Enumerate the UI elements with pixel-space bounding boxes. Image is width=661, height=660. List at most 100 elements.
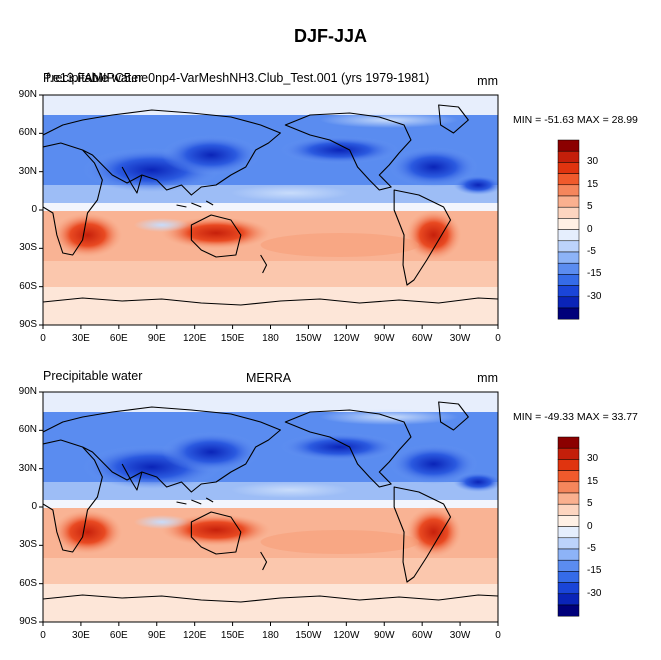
- lat-tick-label: 30S: [19, 539, 37, 551]
- colorbar-swatch: [557, 559, 580, 572]
- colorbar-swatch: [557, 262, 580, 275]
- panel1-map: [42, 94, 499, 326]
- panel1-stats: MIN = -51.63 MAX = 28.99: [513, 114, 638, 126]
- colorbar-swatch: [557, 296, 580, 309]
- lat-tick-label: 30S: [19, 242, 37, 254]
- colorbar-swatch: [557, 515, 580, 527]
- lon-tick-label: 180: [262, 630, 279, 641]
- colorbar-swatch: [557, 206, 580, 219]
- colorbar-swatch: [557, 604, 580, 617]
- lon-tick-label: 60E: [109, 630, 128, 641]
- colorbar-label: -30: [587, 587, 602, 599]
- lon-tick-label: 0: [40, 333, 46, 344]
- lon-tick-label: 150E: [220, 333, 245, 344]
- colorbar-label: -5: [587, 246, 596, 257]
- colorbar-swatch: [557, 184, 580, 197]
- panel2-colorbar: [557, 436, 580, 617]
- lon-tick-label: 60W: [411, 333, 433, 344]
- lon-tick-label: 30E: [72, 630, 90, 641]
- colorbar-swatch: [557, 139, 580, 152]
- colorbar-swatch: [557, 285, 580, 298]
- colorbar-label: 0: [587, 520, 593, 532]
- colorbar-swatch: [557, 251, 580, 264]
- lon-tick-label: 90E: [147, 333, 166, 344]
- lon-tick-label: 90W: [373, 333, 395, 344]
- panel2-stats: MIN = -49.33 MAX = 33.77: [513, 411, 638, 423]
- lon-tick-label: 120W: [333, 333, 360, 344]
- lon-tick-label: 60W: [411, 630, 433, 641]
- lon-tick-label: 30W: [449, 333, 471, 344]
- colorbar-swatch: [557, 459, 580, 471]
- colorbar-swatch: [557, 481, 580, 494]
- colorbar-swatch: [557, 447, 580, 460]
- lat-tick-label: 30N: [18, 165, 37, 177]
- lat-tick-label: 60S: [19, 577, 37, 589]
- colorbar-swatch: [557, 470, 580, 483]
- panel1-center-label: f.e13.FAMIPC5.ne0np4-VarMeshNH3.Club_Tes…: [46, 71, 430, 85]
- lat-tick-label: 0: [31, 501, 37, 512]
- panel1-colorbar: [557, 139, 580, 320]
- lon-tick-label: 0: [495, 333, 501, 344]
- colorbar-swatch: [557, 240, 580, 253]
- lon-tick-label: 150E: [220, 630, 245, 641]
- colorbar-swatch: [557, 548, 580, 561]
- lon-tick-label: 90W: [373, 630, 395, 641]
- lat-tick-label: 90N: [18, 386, 37, 397]
- colorbar-swatch: [557, 582, 580, 595]
- colorbar-swatch: [557, 537, 580, 550]
- colorbar-swatch: [557, 229, 580, 242]
- colorbar-label: -15: [587, 565, 602, 577]
- colorbar-label: 30: [587, 156, 599, 168]
- panel2-center-label: MERRA: [246, 371, 292, 385]
- colorbar-label: -30: [587, 290, 602, 302]
- panel2-units: mm: [477, 371, 498, 385]
- panel1-left-label: Precipitable water: [43, 71, 143, 85]
- colorbar-label: 5: [587, 498, 593, 510]
- colorbar-swatch: [557, 218, 580, 230]
- colorbar-label: 15: [587, 178, 599, 190]
- lon-tick-label: 0: [40, 630, 46, 641]
- lat-tick-label: 30N: [18, 462, 37, 474]
- colorbar-swatch: [557, 436, 580, 449]
- lon-tick-label: 30E: [72, 333, 90, 344]
- colorbar-label: -5: [587, 543, 596, 554]
- lon-tick-label: 0: [495, 630, 501, 641]
- page-title: DJF-JJA: [293, 26, 368, 46]
- colorbar-swatch: [557, 526, 580, 539]
- colorbar-swatch: [557, 492, 580, 505]
- lat-tick-label: 60N: [18, 127, 37, 139]
- colorbar-swatch: [557, 195, 580, 208]
- lat-tick-label: 60N: [18, 424, 37, 436]
- lon-tick-label: 30W: [449, 630, 471, 641]
- lat-tick-label: 90S: [19, 319, 37, 330]
- colorbar-swatch: [557, 571, 580, 583]
- colorbar-label: 15: [587, 475, 599, 487]
- lon-tick-label: 150W: [295, 630, 322, 641]
- colorbar-label: 5: [587, 201, 593, 213]
- colorbar-swatch: [557, 162, 580, 174]
- colorbar-swatch: [557, 150, 580, 163]
- lon-tick-label: 60E: [109, 333, 128, 344]
- lon-tick-label: 120W: [333, 630, 360, 641]
- lat-tick-label: 90N: [18, 89, 37, 100]
- colorbar-swatch: [557, 307, 580, 320]
- colorbar-swatch: [557, 503, 580, 516]
- colorbar-swatch: [557, 173, 580, 186]
- colorbar-swatch: [557, 274, 580, 286]
- lon-tick-label: 120E: [182, 630, 207, 641]
- lon-tick-label: 180: [262, 333, 279, 344]
- panel1-units: mm: [477, 74, 498, 88]
- panel2-left-label: Precipitable water: [43, 369, 143, 383]
- colorbar-label: -15: [587, 268, 602, 280]
- colorbar-label: 0: [587, 223, 593, 235]
- panel1-tick-marks: [39, 94, 499, 329]
- lon-tick-label: 150W: [295, 333, 322, 344]
- panel2-map: [42, 391, 499, 623]
- lat-tick-label: 60S: [19, 280, 37, 292]
- colorbar-label: 30: [587, 453, 599, 465]
- lat-tick-label: 0: [31, 204, 37, 215]
- panel2-tick-marks: [39, 391, 499, 626]
- lon-tick-label: 90E: [147, 630, 166, 641]
- lon-tick-label: 120E: [182, 333, 207, 344]
